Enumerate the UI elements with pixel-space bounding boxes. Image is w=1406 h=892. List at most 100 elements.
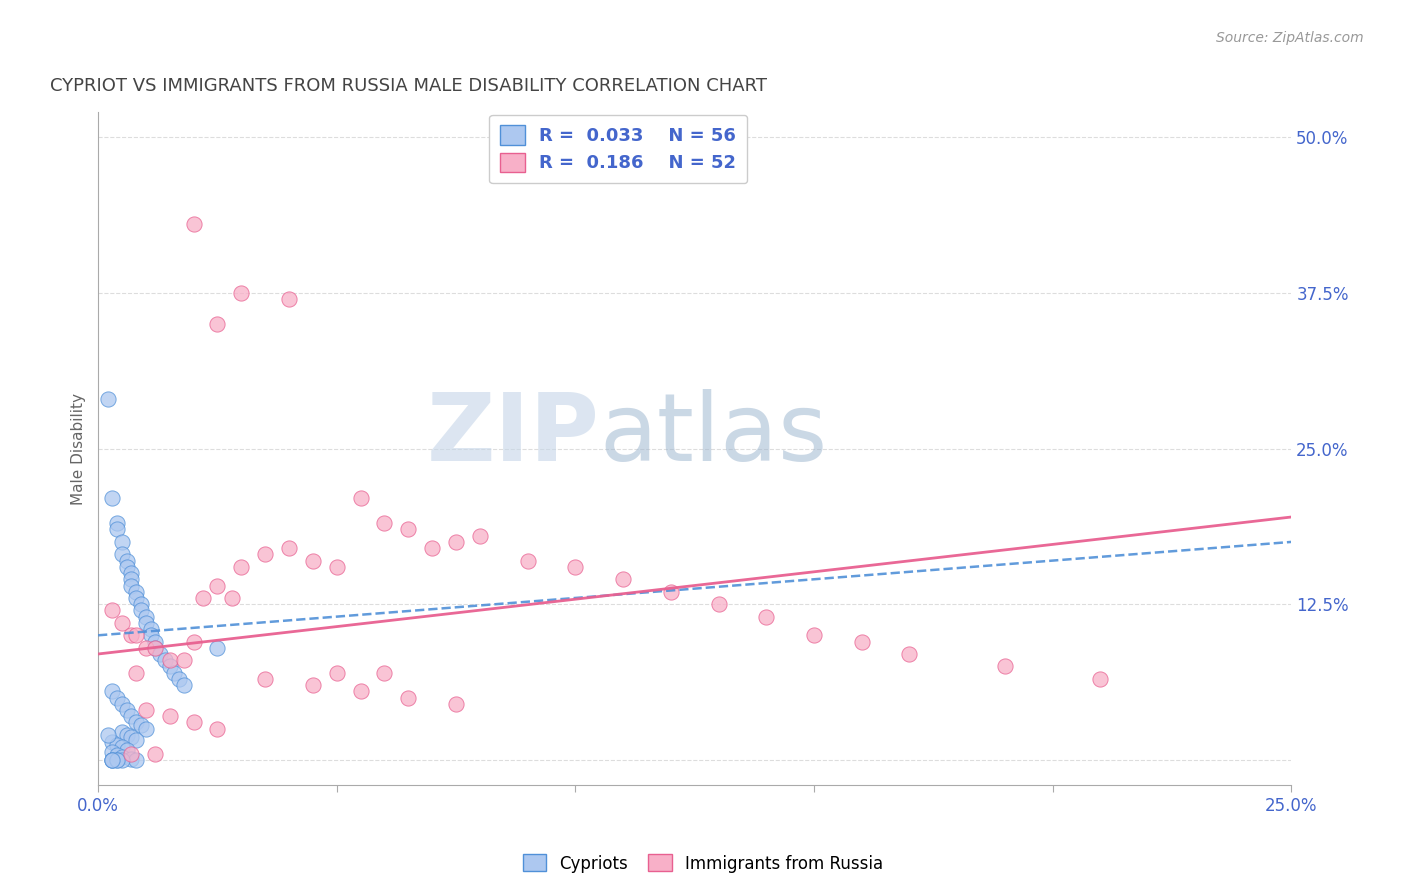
Point — [111, 697, 134, 711]
Point — [120, 578, 142, 592]
Point — [221, 591, 243, 605]
Point — [125, 715, 148, 730]
Point — [105, 753, 128, 767]
Point — [111, 547, 134, 561]
Point — [111, 740, 134, 755]
Point — [120, 628, 142, 642]
Point — [115, 728, 138, 742]
Point — [111, 750, 134, 764]
Point — [129, 603, 152, 617]
Point — [564, 559, 586, 574]
Point — [163, 665, 186, 680]
Point — [101, 491, 124, 506]
Point — [173, 678, 195, 692]
Point — [97, 728, 120, 742]
Point — [135, 609, 157, 624]
Point — [139, 622, 162, 636]
Point — [105, 747, 128, 762]
Point — [125, 733, 148, 747]
Point — [129, 597, 152, 611]
Point — [101, 753, 124, 767]
Point — [278, 292, 301, 306]
Point — [120, 566, 142, 580]
Point — [444, 697, 467, 711]
Point — [183, 218, 205, 232]
Point — [125, 591, 148, 605]
Point — [115, 553, 138, 567]
Point — [373, 665, 395, 680]
Point — [1090, 672, 1112, 686]
Point — [516, 553, 538, 567]
Point — [120, 572, 142, 586]
Point — [101, 745, 124, 759]
Point — [254, 672, 277, 686]
Point — [302, 678, 325, 692]
Point — [659, 584, 682, 599]
Point — [105, 523, 128, 537]
Point — [173, 653, 195, 667]
Point — [111, 535, 134, 549]
Point — [115, 703, 138, 717]
Point — [231, 559, 253, 574]
Point — [115, 743, 138, 757]
Point — [143, 747, 166, 761]
Legend: Cypriots, Immigrants from Russia: Cypriots, Immigrants from Russia — [516, 847, 890, 880]
Point — [755, 609, 778, 624]
Y-axis label: Male Disability: Male Disability — [72, 392, 86, 505]
Point — [97, 392, 120, 406]
Point — [101, 684, 124, 698]
Point — [325, 559, 347, 574]
Point — [468, 529, 491, 543]
Point — [167, 672, 190, 686]
Point — [125, 665, 148, 680]
Point — [101, 735, 124, 749]
Point — [254, 547, 277, 561]
Text: ZIP: ZIP — [426, 389, 599, 481]
Point — [101, 603, 124, 617]
Point — [139, 628, 162, 642]
Point — [129, 718, 152, 732]
Point — [120, 731, 142, 745]
Point — [101, 753, 124, 767]
Point — [373, 516, 395, 531]
Point — [120, 747, 142, 761]
Point — [115, 559, 138, 574]
Point — [207, 722, 229, 736]
Point — [159, 709, 181, 723]
Point — [143, 640, 166, 655]
Point — [135, 640, 157, 655]
Point — [278, 541, 301, 556]
Point — [349, 684, 371, 698]
Point — [207, 578, 229, 592]
Point — [396, 523, 419, 537]
Text: Source: ZipAtlas.com: Source: ZipAtlas.com — [1216, 31, 1364, 45]
Point — [111, 725, 134, 739]
Point — [898, 647, 921, 661]
Point — [183, 715, 205, 730]
Point — [101, 753, 124, 767]
Point — [135, 722, 157, 736]
Point — [120, 751, 142, 765]
Point — [183, 634, 205, 648]
Point — [105, 753, 128, 767]
Point — [349, 491, 371, 506]
Point — [612, 572, 634, 586]
Point — [105, 690, 128, 705]
Point — [994, 659, 1017, 673]
Point — [302, 553, 325, 567]
Point — [325, 665, 347, 680]
Point — [420, 541, 443, 556]
Point — [153, 653, 176, 667]
Point — [159, 659, 181, 673]
Text: CYPRIOT VS IMMIGRANTS FROM RUSSIA MALE DISABILITY CORRELATION CHART: CYPRIOT VS IMMIGRANTS FROM RUSSIA MALE D… — [51, 78, 768, 95]
Point — [444, 535, 467, 549]
Point — [135, 703, 157, 717]
Point — [125, 753, 148, 767]
Point — [125, 628, 148, 642]
Point — [191, 591, 214, 605]
Point — [159, 653, 181, 667]
Point — [105, 516, 128, 531]
Point — [120, 709, 142, 723]
Point — [207, 640, 229, 655]
Point — [105, 738, 128, 752]
